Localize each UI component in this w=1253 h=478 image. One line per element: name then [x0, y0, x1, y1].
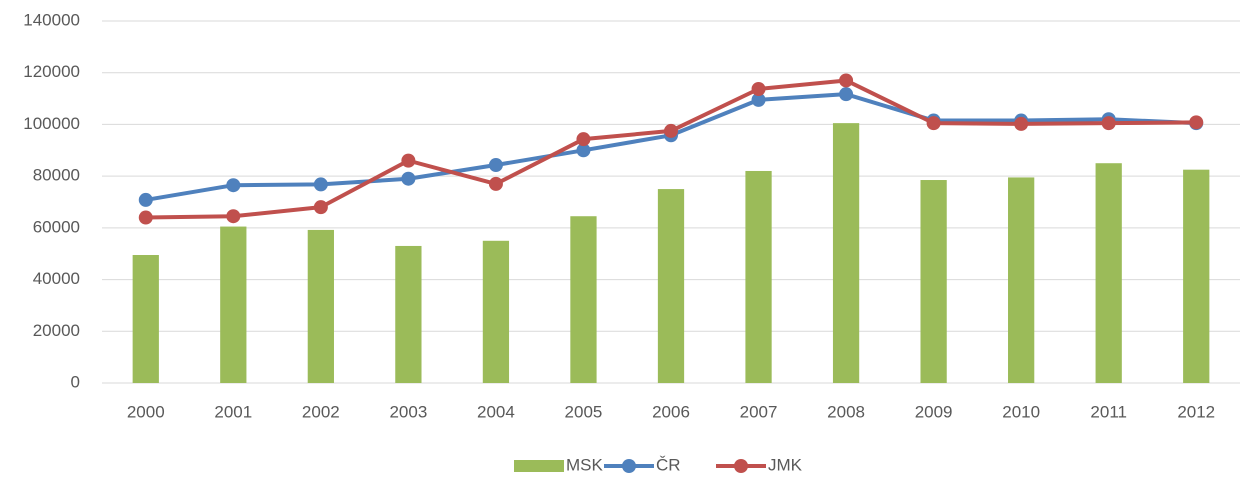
bar [1008, 177, 1035, 383]
x-tick-label: 2003 [389, 402, 427, 421]
y-tick-label: 0 [71, 372, 80, 391]
legend-marker [622, 459, 636, 473]
marker [751, 92, 766, 107]
marker [226, 178, 241, 193]
marker [751, 82, 766, 97]
y-tick-label: 140000 [23, 10, 80, 29]
bar [395, 245, 422, 383]
legend-label: ČR [656, 455, 681, 474]
marker [1014, 116, 1029, 131]
marker [138, 192, 153, 207]
y-tick-label: 40000 [33, 269, 80, 288]
x-tick-label: 2002 [302, 402, 340, 421]
bar [307, 229, 334, 383]
bar [745, 170, 772, 383]
bar [482, 240, 510, 383]
marker [138, 210, 153, 225]
marker [226, 209, 241, 224]
y-tick-label: 120000 [23, 62, 80, 81]
bar [132, 255, 159, 383]
x-tick-label: 2009 [915, 402, 953, 421]
bar [1183, 169, 1210, 383]
legend-marker [734, 459, 748, 473]
marker [1101, 116, 1116, 131]
x-tick-label: 2012 [1177, 402, 1215, 421]
marker [488, 176, 503, 191]
marker [664, 123, 678, 138]
x-tick-label: 2000 [127, 402, 165, 421]
y-tick-label: 80000 [33, 166, 80, 185]
bar [920, 180, 947, 383]
x-tick-label: 2006 [652, 402, 690, 421]
marker [313, 177, 328, 192]
legend-swatch [514, 460, 564, 472]
y-tick-label: 100000 [23, 114, 80, 133]
x-tick-label: 2008 [827, 402, 865, 421]
bar [220, 226, 247, 383]
y-tick-label: 60000 [33, 217, 80, 236]
y-tick-label: 20000 [33, 321, 80, 340]
bar [1095, 163, 1122, 383]
marker [576, 132, 591, 147]
marker [313, 200, 328, 215]
x-tick-label: 2007 [740, 402, 778, 421]
bar [570, 216, 597, 383]
x-tick-label: 2004 [477, 402, 515, 421]
bar [657, 189, 685, 383]
marker [576, 143, 591, 158]
bar [832, 123, 860, 383]
x-tick-label: 2001 [214, 402, 252, 421]
legend-label: JMK [768, 455, 803, 474]
marker [839, 87, 854, 102]
legend-label: MSK [566, 455, 604, 474]
marker [1189, 115, 1204, 130]
x-tick-label: 2005 [565, 402, 603, 421]
marker [401, 171, 416, 186]
x-tick-label: 2010 [1002, 402, 1040, 421]
marker [488, 158, 503, 173]
marker [839, 73, 854, 88]
marker [926, 116, 941, 131]
marker [401, 153, 416, 168]
line [145, 92, 1197, 202]
x-tick-label: 2011 [1090, 402, 1127, 421]
